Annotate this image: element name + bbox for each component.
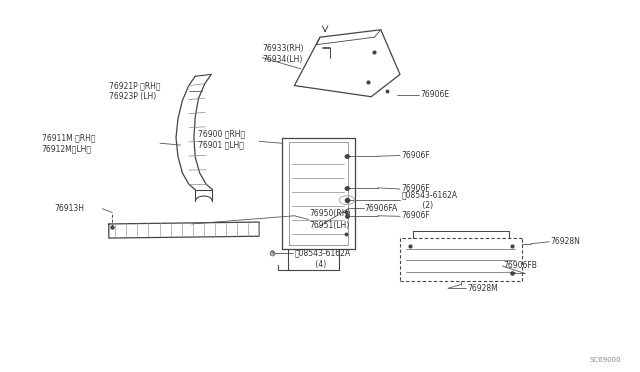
- Text: S: S: [271, 250, 273, 256]
- Text: 76933(RH)
76934(LH): 76933(RH) 76934(LH): [262, 44, 304, 64]
- Text: Ⓢ08543-6162A
         (2): Ⓢ08543-6162A (2): [401, 190, 458, 210]
- Text: 76906F: 76906F: [401, 212, 430, 221]
- Text: 76911M 〈RH〉
76912M〈LH〉: 76911M 〈RH〉 76912M〈LH〉: [42, 133, 95, 153]
- Text: 76900 〈RH〉
76901 〈LH〉: 76900 〈RH〉 76901 〈LH〉: [198, 129, 246, 150]
- Text: 76906F: 76906F: [401, 151, 430, 160]
- Text: 76928N: 76928N: [550, 237, 580, 246]
- Text: 76950(RH)
76951(LH): 76950(RH) 76951(LH): [310, 209, 351, 230]
- Text: 76921P 〈RH〉
76923P (LH): 76921P 〈RH〉 76923P (LH): [109, 81, 160, 101]
- Text: 76906E: 76906E: [420, 90, 450, 99]
- Text: 76906FA: 76906FA: [365, 204, 398, 213]
- Text: 76906FB: 76906FB: [504, 262, 538, 270]
- Text: SC69000: SC69000: [589, 357, 621, 363]
- Text: 76913H: 76913H: [54, 204, 84, 213]
- Text: 76928M: 76928M: [467, 284, 498, 293]
- Text: Ⓢ08543-6162A
         (4): Ⓢ08543-6162A (4): [294, 248, 351, 269]
- Text: S: S: [346, 198, 348, 203]
- Text: 76906F: 76906F: [401, 184, 430, 193]
